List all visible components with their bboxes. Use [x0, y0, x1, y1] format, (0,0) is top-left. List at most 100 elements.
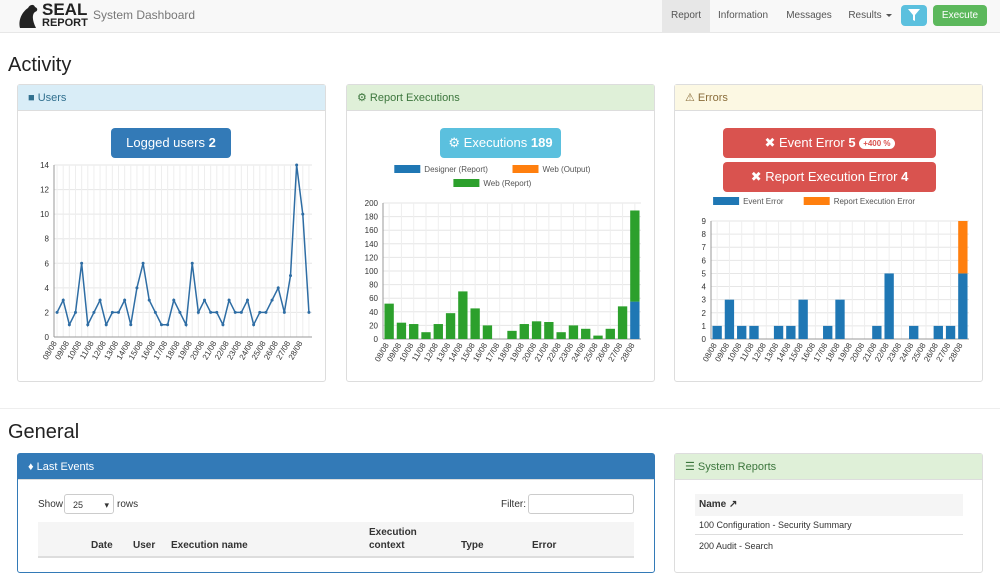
- bar: [409, 324, 419, 339]
- legend-label: Report Execution Error: [834, 197, 916, 206]
- button-count: 189: [530, 135, 553, 150]
- legend-label: Designer (Report): [424, 165, 488, 174]
- report-row[interactable]: 100 Configuration - Security Summary: [699, 520, 852, 530]
- y-tick-label: 0: [702, 335, 707, 344]
- point: [276, 286, 280, 290]
- logo-icon: [19, 4, 38, 29]
- bar: [605, 328, 615, 339]
- panel-header: ■ Users: [18, 85, 325, 111]
- execution-error-button[interactable]: ✖ Report Execution Error 4: [723, 162, 936, 192]
- users-chart: 0246810121408/0809/0810/0811/0812/0813/0…: [40, 161, 312, 361]
- column-header[interactable]: Date: [91, 540, 113, 551]
- bar: [396, 322, 407, 339]
- y-tick-label: 2: [45, 308, 50, 317]
- column-header[interactable]: Execution context: [369, 527, 417, 551]
- column-header[interactable]: Execution name: [171, 540, 248, 551]
- panel-title: Last Events: [36, 461, 95, 473]
- point: [129, 323, 133, 327]
- point: [166, 323, 170, 327]
- y-tick-label: 100: [365, 267, 379, 276]
- column-header[interactable]: User: [133, 540, 156, 551]
- point: [282, 310, 286, 314]
- y-tick-label: 80: [369, 281, 378, 290]
- section-heading: Activity: [8, 54, 72, 76]
- point: [160, 323, 163, 327]
- point: [92, 310, 96, 314]
- point: [246, 298, 249, 302]
- nav-item[interactable]: Report: [662, 0, 710, 32]
- panel-header: ⚠ Errors: [675, 85, 982, 111]
- filter-input[interactable]: [528, 494, 634, 514]
- point: [141, 261, 145, 265]
- bar: [958, 273, 968, 339]
- point: [233, 310, 237, 314]
- column-header[interactable]: Type: [461, 540, 484, 551]
- point: [239, 310, 243, 314]
- y-tick-label: 4: [702, 283, 707, 292]
- system-reports-panel: ☰ System Reports Name ↗ 100 Configuratio…: [674, 453, 983, 573]
- panel-header: ⚙ Report Executions: [347, 85, 654, 111]
- point: [209, 310, 213, 314]
- point: [74, 310, 77, 314]
- executions-button[interactable]: ⚙ Executions 189: [440, 128, 561, 158]
- y-tick-label: 14: [40, 161, 49, 170]
- bar: [568, 325, 579, 339]
- line: [56, 164, 310, 328]
- point: [67, 323, 71, 327]
- nav-item[interactable]: Messages: [786, 10, 832, 21]
- bar: [798, 299, 808, 339]
- bar: [737, 325, 747, 339]
- point: [221, 323, 225, 327]
- button-count: 5: [848, 135, 856, 150]
- button-count: 4: [901, 169, 909, 184]
- separator: [0, 408, 1000, 409]
- point: [264, 310, 268, 314]
- legend-label: Web (Report): [483, 179, 531, 188]
- point: [178, 310, 182, 314]
- executions-panel: ⚙ Report Executions ⚙ Executions 189 Des…: [346, 84, 655, 382]
- bar: [884, 273, 894, 339]
- executions-chart: Designer (Report) Web (Output) Web (Report…: [365, 165, 641, 363]
- y-tick-label: 40: [369, 308, 378, 317]
- y-tick-label: 7: [702, 243, 707, 252]
- column-header[interactable]: Name ↗: [695, 494, 963, 516]
- users-panel: ■ Users Logged users 2 0 2 4 6 8 10 12 14 08/08 0…: [17, 84, 326, 382]
- filter-button[interactable]: [901, 5, 927, 26]
- bar: [433, 324, 443, 339]
- bar: [749, 325, 759, 339]
- point: [252, 323, 256, 327]
- y-tick-label: 6: [702, 256, 707, 265]
- nav-item[interactable]: Results: [848, 10, 882, 21]
- point: [110, 310, 114, 314]
- point: [123, 298, 127, 302]
- logged-users-button[interactable]: Logged users 2: [111, 128, 231, 158]
- point: [135, 286, 139, 290]
- bar: [630, 301, 640, 339]
- nav-item[interactable]: Information: [717, 10, 769, 21]
- button-label: Report Execution Error: [765, 169, 898, 184]
- point: [98, 298, 102, 302]
- bar: [617, 306, 628, 339]
- legend-swatch: [512, 165, 539, 173]
- point: [184, 323, 188, 327]
- report-row[interactable]: 200 Audit - Search: [699, 541, 774, 551]
- point: [117, 310, 120, 314]
- page-size-select[interactable]: 25 ▾: [64, 494, 114, 514]
- column-header[interactable]: Error: [532, 540, 557, 551]
- point: [61, 298, 65, 302]
- point: [258, 310, 262, 314]
- button-label: Executions: [463, 135, 528, 150]
- y-tick-label: 1: [702, 322, 707, 331]
- point: [289, 274, 292, 278]
- point: [215, 310, 219, 314]
- point: [80, 261, 84, 265]
- y-tick-label: 8: [45, 235, 50, 244]
- badge: +400 %: [859, 137, 895, 149]
- execute-button[interactable]: Execute: [933, 5, 987, 26]
- bar: [482, 325, 493, 339]
- bar: [593, 335, 603, 339]
- point: [104, 323, 108, 327]
- event-error-button[interactable]: ✖ Event Error 5 +400 %: [723, 128, 936, 158]
- legend-swatch: [394, 165, 421, 173]
